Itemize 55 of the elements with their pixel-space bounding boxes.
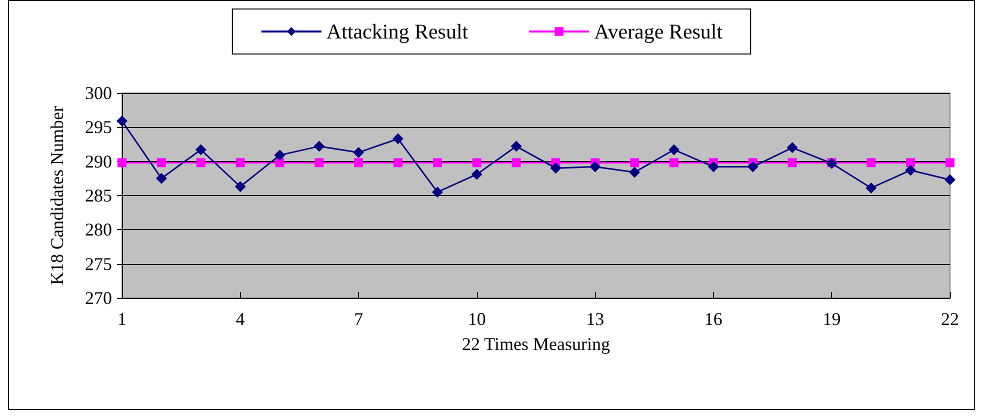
point: [195, 144, 206, 156]
point: [314, 140, 325, 152]
point: [906, 158, 916, 168]
point: [670, 158, 678, 168]
x-axis-title: 22 Times Measuring: [462, 334, 610, 354]
point: [946, 158, 954, 168]
point: [747, 161, 758, 172]
point: [314, 158, 324, 168]
point: [156, 172, 167, 184]
point: [394, 158, 402, 168]
point: [788, 158, 797, 168]
y-tick-label: 295: [85, 117, 112, 138]
point: [116, 116, 128, 127]
point: [866, 158, 876, 168]
point: [510, 140, 522, 152]
point: [196, 158, 206, 168]
point: [630, 158, 640, 168]
point: [629, 166, 640, 178]
point: [274, 150, 286, 161]
point: [668, 144, 680, 156]
y-tick-label: 290: [85, 151, 112, 172]
y-tick-label: 285: [85, 186, 112, 206]
point: [550, 162, 562, 174]
y-tick-label: 280: [85, 220, 112, 240]
point: [432, 158, 442, 168]
point: [512, 158, 521, 168]
x-tick-label: 7: [354, 309, 364, 329]
point: [354, 158, 364, 168]
x-tick-label: 1: [118, 309, 126, 329]
legend-label: Average Result: [594, 20, 723, 44]
legend-label: Attacking Result: [326, 20, 468, 44]
point: [786, 142, 798, 154]
x-tick-label: 4: [236, 309, 245, 329]
x-tick-label: 19: [822, 309, 841, 329]
point: [471, 168, 482, 180]
y-axis-title: K18 Candidates Number: [47, 106, 67, 285]
y-tick-label: 300: [85, 83, 112, 103]
x-tick-label: 22: [941, 309, 959, 329]
point: [905, 164, 916, 176]
y-tick-label: 270: [85, 288, 112, 308]
point: [156, 158, 166, 168]
point: [866, 182, 877, 194]
point: [472, 158, 482, 168]
point: [708, 161, 719, 172]
point: [944, 174, 956, 186]
point: [234, 181, 246, 192]
x-tick-label: 13: [586, 309, 604, 329]
point: [432, 186, 443, 198]
point: [392, 133, 404, 144]
x-tick-label: 16: [704, 309, 722, 329]
point: [353, 146, 364, 158]
point: [236, 158, 245, 168]
point: [590, 161, 601, 172]
x-tick-label: 10: [468, 309, 486, 329]
y-tick-label: 275: [85, 254, 112, 274]
